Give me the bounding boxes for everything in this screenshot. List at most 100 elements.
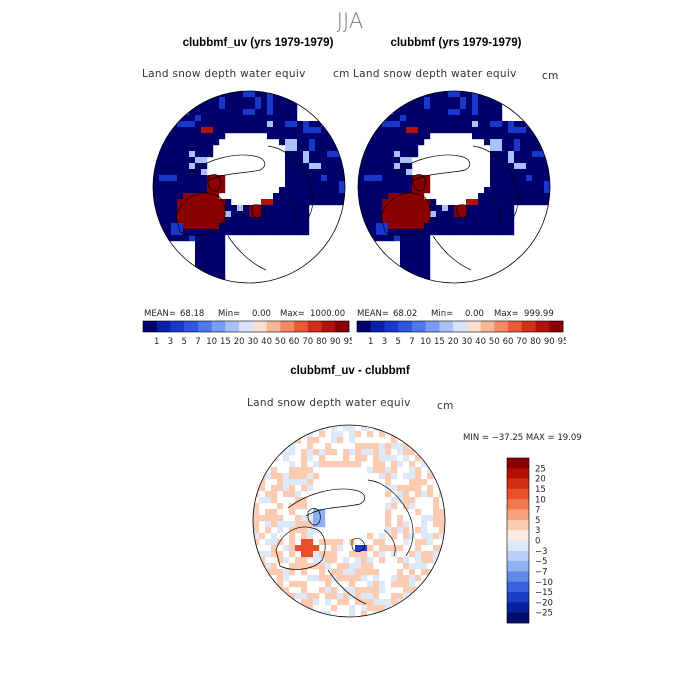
panel1-cell — [207, 229, 214, 236]
panel2-cell — [502, 91, 509, 98]
panel2-cell — [400, 109, 407, 116]
panel3-cell — [295, 563, 302, 570]
panel1-cell — [297, 205, 304, 212]
panel1-cell — [171, 205, 178, 212]
panel1-cell — [213, 265, 220, 272]
panel1-cell — [321, 169, 328, 176]
panel3-cell — [433, 581, 440, 588]
colorbar-swatch — [507, 540, 529, 552]
panel3-cell — [361, 563, 368, 570]
season-title: JJA — [336, 9, 364, 33]
panel1-cell — [261, 127, 268, 134]
panel3-cell — [313, 557, 320, 564]
panel1-cell — [261, 223, 268, 230]
panel2-cell — [412, 91, 419, 98]
panel2-cell — [502, 157, 509, 164]
panel3-cell — [427, 491, 434, 498]
panel1-cell — [309, 193, 316, 200]
panel1-cell — [189, 229, 196, 236]
panel2-max-value: 999.99 — [524, 309, 554, 319]
panel1-cell — [273, 229, 280, 236]
panel2-cell — [406, 121, 413, 128]
colorbar-tick-label: −3 — [535, 547, 548, 557]
panel3-cell — [307, 455, 314, 462]
panel1-cell — [339, 175, 345, 182]
panel3-cell — [265, 491, 272, 498]
panel1-cell — [159, 235, 166, 242]
panel2-cell — [358, 277, 365, 283]
panel3-cell — [253, 425, 260, 432]
colorbar-swatch — [411, 321, 426, 332]
panel3-cell — [415, 527, 422, 534]
panel1-cell — [201, 253, 208, 260]
map-boundary — [252, 424, 446, 618]
panel3-cell — [253, 587, 260, 594]
panel3-cell — [253, 563, 260, 570]
colorbar-frame — [506, 457, 530, 624]
panel1-cell — [153, 121, 160, 128]
panel3-cell — [277, 425, 284, 432]
panel2-cell — [394, 205, 401, 212]
panel1-cell — [315, 151, 322, 158]
panel2-cell — [430, 115, 437, 122]
panel1-cell — [339, 199, 345, 206]
panel3-cell — [367, 593, 374, 600]
panel2-cell — [478, 205, 485, 212]
panel3-cell — [379, 551, 386, 558]
panel2-cell — [388, 145, 395, 152]
panel2-cell — [484, 139, 491, 146]
panel1-cell — [339, 181, 345, 188]
panel2-cell — [496, 145, 503, 152]
panel2-cell — [364, 211, 371, 218]
panel1-cell — [279, 121, 286, 128]
panel1-cell — [303, 163, 310, 170]
panel1-cell — [153, 199, 160, 206]
panel3-cell — [385, 479, 392, 486]
panel3-cell — [355, 593, 362, 600]
panel3-cell — [271, 449, 278, 456]
panel3-cell — [319, 449, 326, 456]
panel3-minmax: MIN = −37.25 MAX = 19.09 — [463, 433, 582, 443]
panel1-cell — [153, 259, 160, 266]
panel3-cell — [427, 557, 434, 564]
panel1-cell — [339, 109, 345, 116]
panel1-cell — [255, 103, 262, 110]
panel3-cell — [283, 455, 290, 462]
panel2-cell — [382, 91, 389, 98]
panel3-cell — [301, 515, 308, 522]
panel2-cell — [370, 121, 377, 128]
panel2-cell — [412, 217, 419, 224]
panel1-cell — [165, 121, 172, 128]
panel2-cell — [490, 127, 497, 134]
panel1-cell — [195, 103, 202, 110]
panel1-cell — [261, 109, 268, 116]
panel3-cell — [397, 491, 404, 498]
panel3-cell — [415, 431, 422, 438]
panel2-cell — [532, 157, 539, 164]
panel3-cell — [379, 581, 386, 588]
panel1-cell — [285, 223, 292, 230]
panel1-cell — [267, 127, 274, 134]
panel1-cell — [207, 127, 214, 134]
panel2-cell — [484, 127, 491, 134]
panel1-cell — [231, 223, 238, 230]
panel2-cell — [418, 139, 425, 146]
panel1-cell — [291, 175, 298, 182]
panel3-cell — [301, 593, 308, 600]
panel2-cell — [400, 247, 407, 254]
panel2-cell — [520, 151, 527, 158]
panel1-cell — [309, 169, 316, 176]
panel1-cell — [267, 97, 274, 104]
panel2-cell — [526, 187, 533, 194]
panel3-cell — [307, 473, 314, 480]
panel1-max-label: Max= — [280, 309, 305, 319]
panel3-cell — [265, 443, 272, 450]
panel2-cell — [358, 271, 365, 278]
panel3-cell — [355, 599, 362, 606]
panel1-cell — [201, 229, 208, 236]
panel1-cell — [237, 229, 244, 236]
panel3-cell — [403, 539, 410, 546]
panel2-cell — [412, 205, 419, 212]
panel2-cell — [532, 163, 539, 170]
panel2-cell — [382, 103, 389, 110]
